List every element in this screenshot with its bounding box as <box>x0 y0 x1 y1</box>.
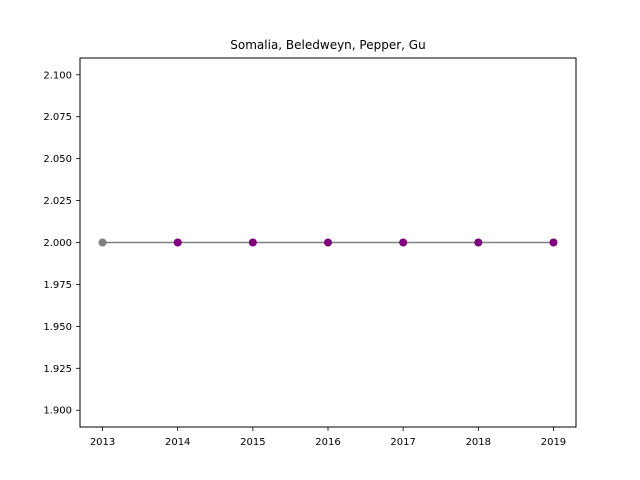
y-tick-label: 2.075 <box>43 112 72 123</box>
x-tick-label: 2015 <box>240 437 265 448</box>
y-tick-label: 2.000 <box>43 238 72 249</box>
y-tick-label: 2.025 <box>43 196 72 207</box>
data-point <box>474 238 483 247</box>
plot-frame <box>79 57 577 428</box>
y-tick-label: 1.925 <box>43 364 72 375</box>
y-tick-label: 1.950 <box>43 322 72 333</box>
y-tick-label: 1.900 <box>43 406 72 417</box>
x-tick-label: 2017 <box>390 437 415 448</box>
data-point <box>324 238 332 247</box>
x-tick-label: 2016 <box>315 437 340 448</box>
data-point <box>248 238 257 247</box>
chart-title: Somalia, Beledweyn, Pepper, Gu <box>230 38 425 52</box>
series-group <box>98 238 558 247</box>
x-tick-label: 2018 <box>466 437 491 448</box>
data-point <box>399 238 408 247</box>
y-axis: 1.900 1.925 1.950 1.975 2.000 2.025 2.050 2.075… <box>43 70 80 417</box>
y-tick-label: 2.050 <box>43 154 72 165</box>
data-point <box>98 238 107 247</box>
data-point <box>173 238 182 247</box>
x-axis: 2013 2014 2015 2016 2017 2018 2019 <box>90 427 566 448</box>
data-point <box>549 238 558 247</box>
y-tick-label: 2.100 <box>43 70 72 81</box>
y-tick-label: 1.975 <box>43 280 72 291</box>
x-tick-label: 2014 <box>165 437 190 448</box>
x-tick-label: 2019 <box>541 437 566 448</box>
x-tick-label: 2013 <box>90 437 115 448</box>
